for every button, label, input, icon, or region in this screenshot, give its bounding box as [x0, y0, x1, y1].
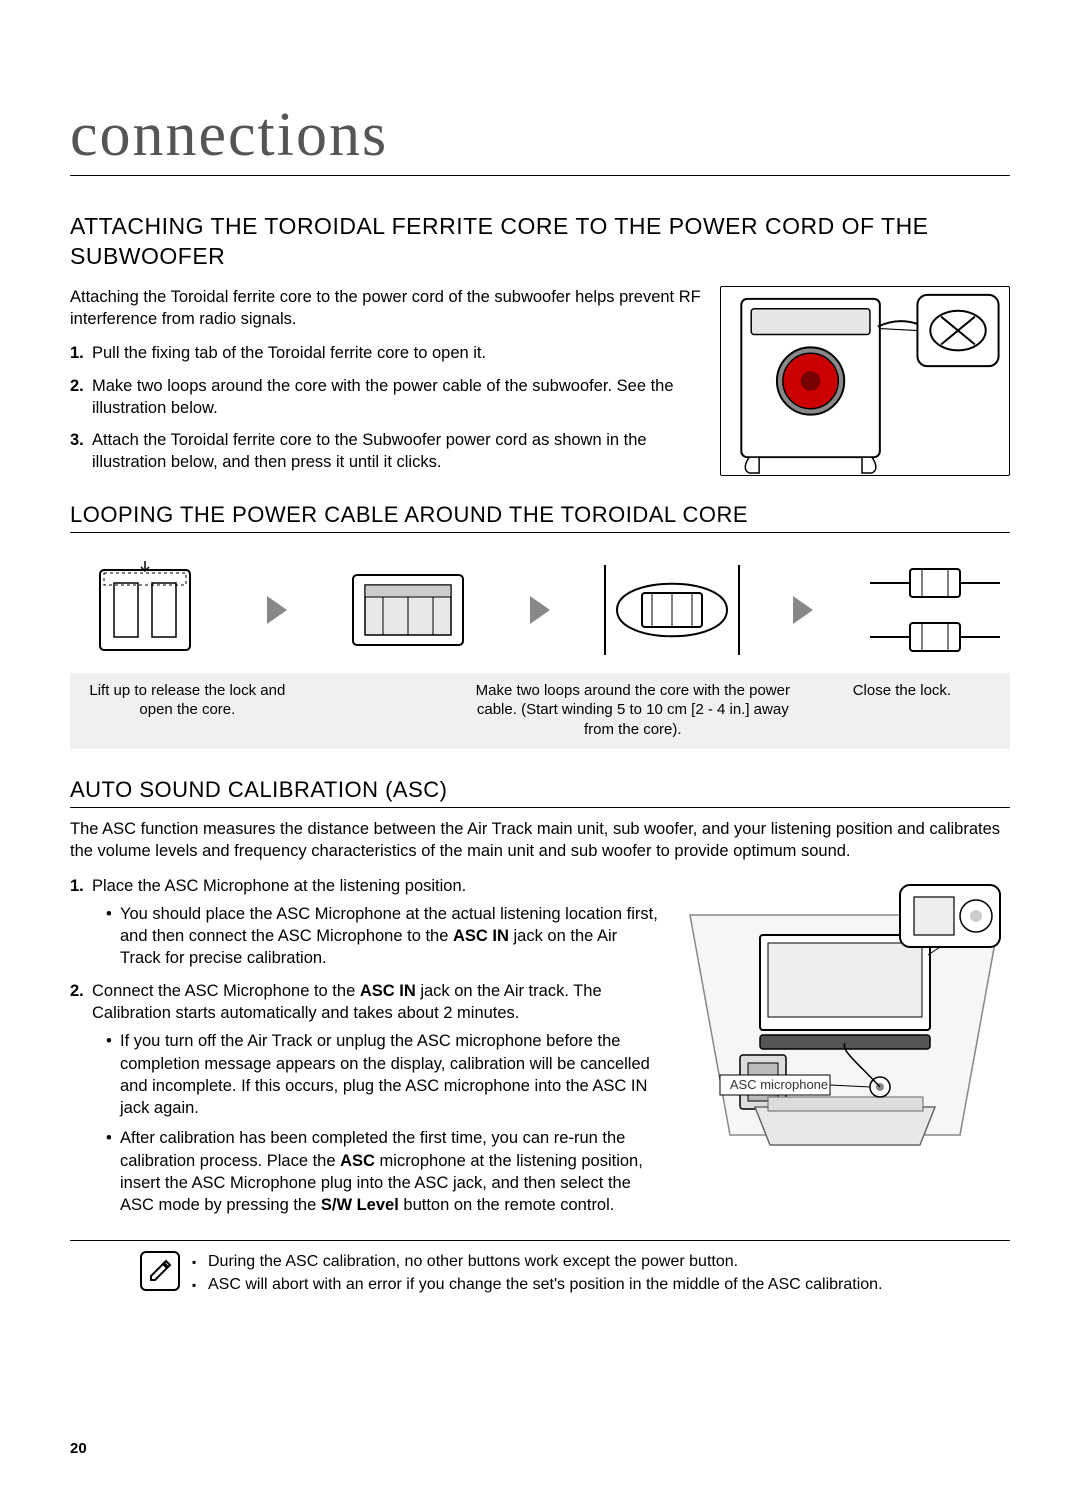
step-text: Attach the Toroidal ferrite core to the …	[92, 431, 647, 471]
arrow-icon	[267, 596, 287, 624]
loop-step-2-illustration	[333, 555, 483, 665]
ferrite-step-1: 1.Pull the fixing tab of the Toroidal fe…	[70, 342, 704, 364]
asc-in-label: ASC IN	[360, 982, 416, 1000]
note-item-2: ASC will abort with an error if you chan…	[192, 1274, 883, 1296]
arrow-icon	[530, 596, 550, 624]
ferrite-intro-text: Attaching the Toroidal ferrite core to t…	[70, 286, 704, 331]
asc-label: ASC	[340, 1152, 375, 1170]
loop-step-4-illustration	[860, 555, 1010, 665]
step-text: Place the ASC Microphone at the listenin…	[92, 877, 466, 895]
page-title: connections	[70, 100, 1010, 176]
loop-caption-2	[299, 681, 466, 740]
text-fragment: button on the remote control.	[399, 1196, 615, 1214]
asc-step-1: 1.Place the ASC Microphone at the listen…	[70, 875, 662, 970]
loop-caption-1: Lift up to release the lock and open the…	[76, 681, 299, 740]
note-pencil-icon	[140, 1251, 180, 1291]
notes-list: During the ASC calibration, no other but…	[192, 1251, 883, 1296]
section-heading-ferrite: ATTACHING THE TOROIDAL FERRITE CORE TO T…	[70, 212, 1010, 272]
section-heading-looping: LOOPING THE POWER CABLE AROUND THE TOROI…	[70, 502, 1010, 533]
asc-step-1-sub-1: You should place the ASC Microphone at t…	[106, 903, 662, 970]
note-item-1: During the ASC calibration, no other but…	[192, 1251, 883, 1273]
page-number: 20	[70, 1440, 87, 1457]
ferrite-step-2: 2.Make two loops around the core with th…	[70, 375, 704, 420]
sw-level-label: S/W Level	[321, 1196, 399, 1214]
asc-room-illustration: ASC microphone	[680, 875, 1010, 1155]
step-text: Make two loops around the core with the …	[92, 377, 674, 417]
asc-in-label: ASC IN	[453, 927, 509, 945]
asc-step-2-sub-1: If you turn off the Air Track or unplug …	[106, 1030, 662, 1119]
subwoofer-illustration	[720, 286, 1010, 476]
asc-step-2: 2.Connect the ASC Microphone to the ASC …	[70, 980, 662, 1217]
asc-step-2-sub-2: After calibration has been completed the…	[106, 1127, 662, 1216]
asc-mic-label: ASC microphone	[727, 1077, 831, 1092]
section-heading-asc: AUTO SOUND CALIBRATION (ASC)	[70, 777, 1010, 808]
looping-captions: Lift up to release the lock and open the…	[70, 673, 1010, 750]
notes-block: During the ASC calibration, no other but…	[70, 1241, 1010, 1296]
arrow-icon	[793, 596, 813, 624]
loop-step-3-illustration	[597, 555, 747, 665]
text-fragment: Connect the ASC Microphone to the	[92, 982, 360, 1000]
step-text: Pull the fixing tab of the Toroidal ferr…	[92, 344, 486, 362]
loop-caption-3: Make two loops around the core with the …	[466, 681, 800, 740]
asc-steps-list: 1.Place the ASC Microphone at the listen…	[70, 875, 662, 1217]
ferrite-step-3: 3.Attach the Toroidal ferrite core to th…	[70, 429, 704, 474]
looping-diagram-row	[70, 555, 1010, 665]
asc-intro-text: The ASC function measures the distance b…	[70, 818, 1010, 863]
ferrite-steps-list: 1.Pull the fixing tab of the Toroidal fe…	[70, 342, 704, 473]
loop-step-1-illustration	[70, 555, 220, 665]
loop-caption-4: Close the lock.	[800, 681, 1004, 740]
